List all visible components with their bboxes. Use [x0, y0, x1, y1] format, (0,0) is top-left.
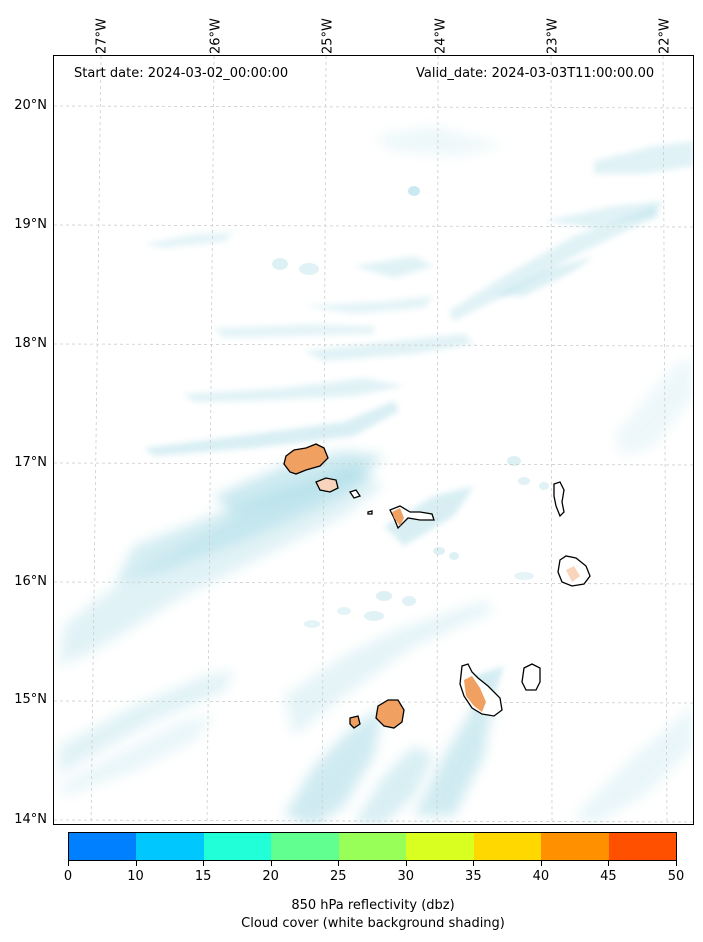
colorbar-tick-label: 40	[532, 869, 550, 884]
colorbar-tick-label: 35	[465, 869, 482, 884]
latitude-label-19n: 19°N	[14, 217, 47, 232]
longitude-label-22w: 22°W	[657, 18, 673, 54]
islands-layer	[283, 443, 591, 729]
island-sao-vicente	[315, 477, 339, 493]
island-brava	[349, 715, 361, 729]
start-date-label: Start date: 2024-03-02_00:00:00	[74, 66, 289, 81]
colorbar-tick-label: 25	[329, 869, 347, 884]
colorbar-caption-line2: Cloud cover (white background shading)	[241, 916, 505, 931]
map-canvas	[54, 56, 693, 824]
longitude-label-24w: 24°W	[433, 18, 449, 54]
colorbar-tick-label: 15	[194, 869, 212, 884]
latitude-label-15n: 15°N	[14, 692, 47, 707]
valid-date-label: Valid_date: 2024-03-03T11:00:00.00	[416, 66, 655, 81]
colorbar-segment	[271, 833, 339, 860]
colorbar-tick	[203, 861, 205, 866]
colorbar-tick-label: 10	[127, 869, 144, 884]
colorbar-tick	[676, 861, 677, 866]
latitude-label-17n: 17°N	[14, 455, 47, 470]
colorbar-segment	[406, 833, 474, 860]
latitude-label-20n: 20°N	[14, 98, 47, 113]
longitude-label-26w: 26°W	[208, 18, 224, 54]
reflectivity-colorbar	[68, 832, 677, 861]
longitude-label-25w: 25°W	[320, 18, 336, 54]
island-maio	[521, 663, 541, 691]
colorbar-segment	[69, 833, 137, 860]
colorbar-tick-label: 45	[600, 869, 617, 884]
island-fogo	[375, 699, 405, 729]
latitude-label-18n: 18°N	[14, 336, 47, 351]
latitude-label-14n: 14°N	[14, 812, 47, 827]
map-panel	[53, 55, 694, 825]
cloud-cover-layer	[59, 126, 693, 824]
colorbar-tick-label: 0	[63, 869, 73, 884]
longitude-label-23w: 23°W	[545, 18, 561, 54]
colorbar-tick	[608, 861, 610, 866]
island-santa-luzia	[348, 489, 362, 499]
colorbar-segment	[608, 833, 676, 860]
longitude-label-27w: 27°W	[94, 18, 110, 54]
colorbar-tick-label: 20	[262, 869, 279, 884]
island-sao-nicolau-west-shading	[392, 508, 404, 526]
colorbar-tick	[270, 861, 272, 866]
colorbar-tick	[338, 861, 340, 866]
colorbar-segment	[473, 833, 542, 860]
colorbar-tick	[405, 861, 407, 866]
graticule	[54, 56, 693, 824]
colorbar-tick-label: 30	[397, 869, 415, 884]
colorbar-caption-line1: 850 hPa reflectivity (dbz)	[291, 898, 455, 913]
colorbar-tick-label: 50	[667, 869, 685, 884]
colorbar-segment	[136, 833, 204, 860]
island-santo-antao	[283, 443, 329, 475]
island-boa-vista-shading	[566, 566, 580, 582]
colorbar-segment	[203, 833, 272, 860]
colorbar-segment	[338, 833, 407, 860]
island-raso	[367, 510, 373, 515]
colorbar-tick	[540, 861, 542, 866]
island-sal	[553, 481, 565, 518]
latitude-label-16n: 16°N	[14, 574, 47, 589]
colorbar-tick	[135, 861, 137, 866]
colorbar-tick	[473, 861, 475, 866]
colorbar-segment	[541, 833, 609, 860]
island-santiago-shading	[464, 676, 486, 712]
colorbar-tick	[68, 861, 69, 866]
